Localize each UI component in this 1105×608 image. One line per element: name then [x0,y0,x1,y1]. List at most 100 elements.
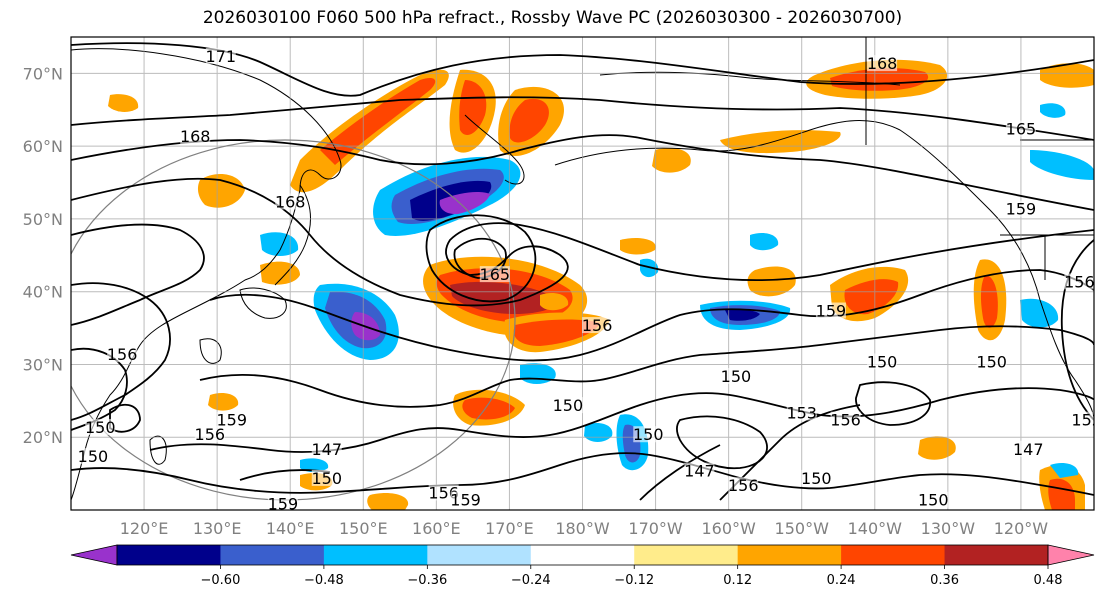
colorbar-tick-label: −0.48 [304,573,344,588]
contour-label-bg [311,440,342,457]
lon-tick-label: 180°W [555,519,610,538]
contour-label-bg [976,353,1007,370]
contour-label: 150 [721,367,752,386]
colorbar-segment [944,545,1049,565]
contour-label: 147 [311,440,342,459]
height-contours [71,42,1094,501]
contour-label-text: 156 [728,476,759,495]
colorbar-tick-label: 0.48 [1034,573,1063,588]
contour-label-bg [275,193,306,210]
contour-label-text: 171 [206,47,237,66]
contour-label-bg [267,495,298,510]
contour-label: 156 [728,476,759,495]
contour-label-text: 165 [480,265,511,284]
contour-label-text: 159 [1006,200,1037,219]
contour-label-text: 150 [918,491,949,510]
colorbar-tick-label: 0.36 [930,573,959,588]
contour-label-bg [801,469,832,486]
contour-label-bg [633,426,664,443]
lon-tick-label: 140°E [266,519,315,538]
map-frame [70,36,1095,511]
colorbar-tick-label: −0.24 [511,573,551,588]
colorbar-frame [116,544,1049,566]
lon-tick-label: 170°E [485,519,534,538]
contour-label: 147 [1013,440,1044,459]
contour-label: 150 [918,491,949,510]
contour-label-bg [205,47,236,64]
contour-label: 156 [1064,272,1095,291]
colorbar-segment [427,545,532,565]
contour-label-text: 150 [311,469,342,488]
colorbar-extend-low [70,544,118,566]
contour-label: 165 [1006,120,1037,139]
contour-label: 159 [450,491,481,510]
contour-label: 168 [867,54,898,73]
contour-label-bg [107,346,138,363]
contour-label: 156 [107,345,138,364]
contour-label-text: 147 [684,462,715,481]
contour-label-text: 147 [311,440,342,459]
lon-tick-label: 120°E [120,519,169,538]
contour-label: 150 [553,396,584,415]
contour-label-bg [1005,120,1036,137]
contour-label-text: 152 [1071,411,1102,430]
contour-label-text: 150 [867,352,898,371]
lon-tick-label: 160°E [412,519,461,538]
contour-label-text: 168 [180,127,211,146]
lon-tick-label: 130°W [921,519,976,538]
contour-label: 156 [582,316,613,335]
contour-label: 150 [867,352,898,371]
contour-label-text: 159 [268,494,299,513]
colorbar-segment [841,545,946,565]
colorbar-tick-label: 0.24 [827,573,856,588]
contour-label-bg [815,302,846,319]
contour-label-text: 156 [195,425,226,444]
contour-label: 150 [78,447,109,466]
contour-label-text: 150 [78,447,109,466]
contour-label-bg [684,462,715,479]
contour-label-text: 150 [976,352,1007,371]
colorbar-tick-label: −0.60 [201,573,241,588]
longitude-labels: 120°E 130°E 140°E 150°E 160°E 170°E 180°W 170°W… [120,519,1049,538]
latitude-labels: 70°N 60°N 50°N 40°N 30°N 20°N [23,64,63,447]
lon-tick-label: 170°W [628,519,683,538]
contour-label: 150 [801,469,832,488]
contour-label: 171 [206,47,237,66]
lon-tick-label: 140°W [848,519,903,538]
contour-label-bg [194,426,225,443]
contour-label-bg [1013,440,1044,457]
contour-label: 150 [633,425,664,444]
contour-label: 152 [1071,411,1102,430]
contour-label: 159 [816,302,847,321]
contour-label-text: 156 [1064,272,1095,291]
lon-tick-label: 120°W [994,519,1049,538]
contour-label: 147 [684,462,715,481]
contour-label-text: 165 [1006,120,1037,139]
contour-label-bg [552,397,583,414]
contour-label-text: 150 [801,469,832,488]
contour-label-text: 159 [216,411,247,430]
contour-label-text: 150 [721,367,752,386]
colorbar-segment [117,545,221,565]
lon-tick-label: 130°E [193,519,242,538]
colorbar-tick-label: −0.36 [407,573,447,588]
contour-label-bg [180,127,211,144]
lat-tick-label: 20°N [23,428,63,447]
contour-label-text: 147 [1013,440,1044,459]
contour-label-text: 156 [107,345,138,364]
colorbar-segment [220,545,325,565]
lat-tick-label: 40°N [23,283,63,302]
lat-tick-label: 70°N [23,64,63,83]
lat-tick-label: 60°N [23,137,63,156]
contour-label: 150 [976,352,1007,371]
contour-label-text: 150 [633,425,664,444]
colorbar-tick-label: 0.12 [723,573,752,588]
contour-label-bg [450,491,481,508]
contour-label: 168 [275,192,306,211]
contour-label-text: 150 [85,418,116,437]
contour-label-bg [216,411,247,428]
contour-label-text: 153 [786,403,817,422]
contour-label: 165 [480,265,511,284]
